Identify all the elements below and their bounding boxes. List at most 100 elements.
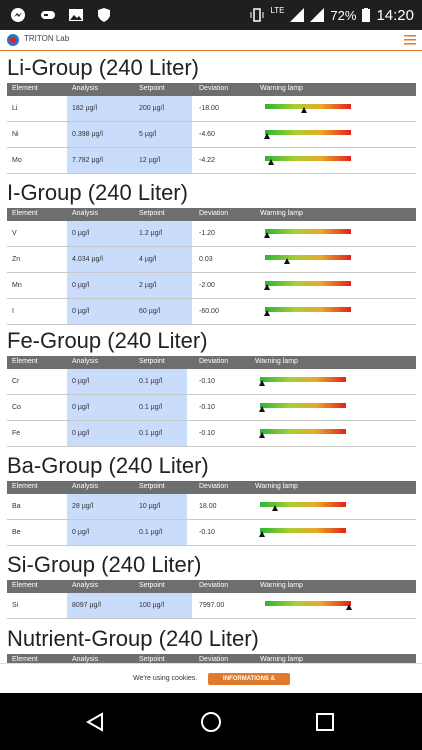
group-table: Element Analysis Setpoint Deviation Warning … [7, 481, 416, 546]
warning-lamp-marker [263, 232, 270, 238]
analysis-highlight [67, 273, 192, 298]
warning-lamp-marker [272, 505, 279, 511]
warning-lamp-marker [258, 380, 265, 386]
group-table: Element Analysis Setpoint Deviation Warning … [7, 654, 416, 663]
messenger-icon [11, 8, 25, 22]
element-group: Fe-Group (240 Liter) Element Analysis Setpo… [0, 326, 422, 447]
triton-logo-icon[interactable] [6, 33, 20, 47]
status-bar: LTE 72% 14:20 [0, 0, 422, 30]
column-header: Warning lamp [255, 358, 298, 365]
cell-element: Ni [12, 131, 19, 138]
cell-setpoint: 10 µg/l [139, 503, 161, 510]
analysis-highlight [67, 148, 192, 173]
warning-lamp-bar [260, 377, 346, 382]
cell-deviation: -1.20 [199, 230, 215, 237]
group-title: Nutrient-Group (240 Liter) [7, 626, 259, 651]
column-header: Setpoint [139, 483, 165, 490]
shield-app-icon [98, 8, 110, 22]
cell-setpoint: 4 µg/l [139, 256, 157, 263]
table-row: Co 0 µg/l 0.1 µg/l -0.10 [7, 395, 416, 421]
cell-element: I [12, 308, 14, 315]
cell-analysis: 0 µg/l [72, 404, 90, 411]
warning-lamp-marker [258, 406, 265, 412]
vibrate-icon [250, 8, 264, 22]
group-title: Fe-Group (240 Liter) [7, 328, 208, 353]
column-header: Element [12, 582, 38, 589]
table-header: Element Analysis Setpoint Deviation Warning … [7, 83, 416, 96]
warning-lamp-bar [265, 307, 351, 312]
warning-lamp-bar [265, 601, 351, 606]
column-header: Element [12, 483, 38, 490]
warning-lamp-bar [260, 429, 346, 434]
cell-element: Zn [12, 256, 21, 263]
element-group: Si-Group (240 Liter) Element Analysis Setpo… [0, 550, 422, 619]
back-icon[interactable] [84, 711, 106, 733]
cell-element: Co [12, 404, 21, 411]
table-row: V 0 µg/l 1.2 µg/l -1.20 [7, 221, 416, 247]
cell-element: Fe [12, 430, 21, 437]
cookie-settings-button[interactable]: INFORMATIONS & SETTINGS [208, 673, 290, 694]
cell-analysis: 0 µg/l [72, 430, 90, 437]
cell-setpoint: 0.1 µg/l [139, 430, 163, 437]
column-header: Element [12, 656, 38, 663]
recent-apps-icon[interactable] [314, 711, 336, 733]
column-header: Setpoint [139, 358, 165, 365]
cell-analysis: 0.398 µg/l [72, 131, 103, 138]
cell-setpoint: 0.1 µg/l [139, 529, 163, 536]
table-row: Ni 0.398 µg/l 5 µg/l -4.60 [7, 122, 416, 148]
warning-lamp-bar [265, 156, 351, 161]
group-title: I-Group (240 Liter) [7, 180, 188, 205]
cookie-banner: We're using cookies. INFORMATIONS & SETT… [0, 663, 422, 694]
column-header: Setpoint [139, 85, 165, 92]
column-header: Analysis [72, 582, 99, 589]
column-header: Deviation [199, 656, 229, 663]
status-right: LTE 72% 14:20 [250, 6, 414, 24]
table-header: Element Analysis Setpoint Deviation Warning … [7, 481, 416, 494]
table-header: Element Analysis Setpoint Deviation Warning … [7, 654, 416, 663]
table-header: Element Analysis Setpoint Deviation Warning … [7, 208, 416, 221]
column-header: Warning lamp [260, 210, 303, 217]
analysis-highlight [67, 395, 187, 420]
column-header: Element [12, 358, 38, 365]
brand-name[interactable]: TRITON Lab [24, 34, 70, 43]
warning-lamp-bar [265, 255, 351, 260]
warning-lamp-bar [265, 281, 351, 286]
cell-deviation: -60.00 [199, 308, 219, 315]
table-row: Si 8097 µg/l 100 µg/l 7997.00 [7, 593, 416, 619]
warning-lamp-marker [263, 284, 270, 290]
group-title: Si-Group (240 Liter) [7, 552, 202, 577]
column-header: Setpoint [139, 210, 165, 217]
cell-analysis: 0 µg/l [72, 378, 90, 385]
cell-deviation: -18.00 [199, 105, 219, 112]
cell-analysis: 0 µg/l [72, 308, 90, 315]
warning-lamp-marker [268, 159, 275, 165]
table-row: I 0 µg/l 60 µg/l -60.00 [7, 299, 416, 325]
cell-deviation: 18.00 [199, 503, 217, 510]
warning-lamp-marker [263, 310, 270, 316]
column-header: Setpoint [139, 582, 165, 589]
cell-element: Li [12, 105, 18, 112]
menu-icon[interactable] [404, 34, 416, 46]
cell-analysis: 182 µg/l [72, 105, 98, 112]
table-row: Zn 4.034 µg/l 4 µg/l 0.03 [7, 247, 416, 273]
cell-deviation: -2.00 [199, 282, 215, 289]
column-header: Deviation [199, 210, 229, 217]
cell-setpoint: 1.2 µg/l [139, 230, 163, 237]
cell-deviation: 7997.00 [199, 602, 225, 609]
cell-analysis: 4.034 µg/l [72, 256, 103, 263]
analysis-highlight [67, 221, 192, 246]
column-header: Analysis [72, 85, 99, 92]
analysis-highlight [67, 369, 187, 394]
table-row: Be 0 µg/l 0.1 µg/l -0.10 [7, 520, 416, 546]
warning-lamp-marker [263, 133, 270, 139]
network-label: LTE [270, 5, 285, 15]
warning-lamp-bar [265, 104, 351, 109]
home-icon[interactable] [200, 711, 222, 733]
cell-element: Be [12, 529, 21, 536]
warning-lamp-marker [258, 531, 265, 537]
cell-deviation: -4.60 [199, 131, 215, 138]
column-header: Element [12, 85, 38, 92]
warning-lamp-marker [258, 432, 265, 438]
table-row: Li 182 µg/l 200 µg/l -18.00 [7, 96, 416, 122]
cell-element: Mo [12, 157, 22, 164]
